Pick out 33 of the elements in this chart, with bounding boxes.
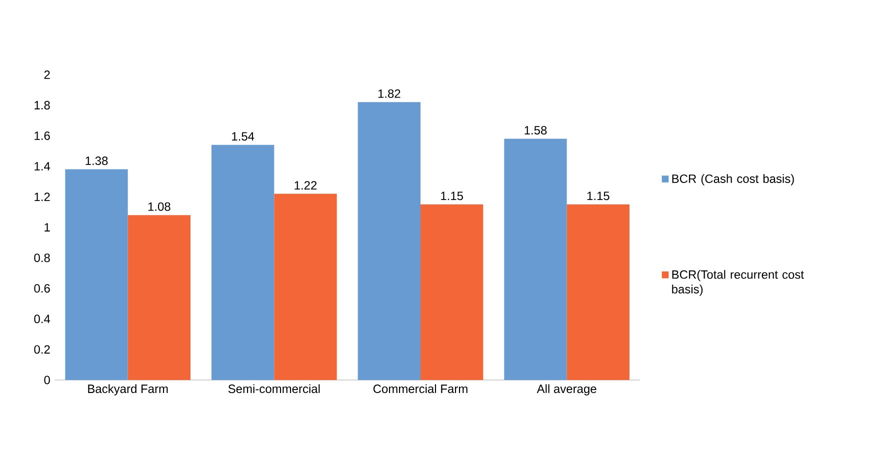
bar <box>504 138 567 380</box>
y-tick-label: 0.4 <box>34 314 50 324</box>
bar <box>65 169 128 380</box>
y-tick-label: 0.6 <box>34 284 50 293</box>
legend-label: BCR(Total recurrent cost basis) <box>672 270 804 296</box>
data-label: 1.82 <box>378 89 400 98</box>
data-label: 1.15 <box>587 192 610 200</box>
y-tick-label: 1.4 <box>34 162 50 170</box>
data-label: 1.22 <box>294 181 317 190</box>
bar <box>274 194 337 380</box>
x-tick-label: Commercial Farm <box>373 384 468 394</box>
y-tick-label: 0.8 <box>34 254 50 262</box>
bar <box>420 204 484 380</box>
data-label: 1.15 <box>441 192 463 200</box>
data-label: 1.08 <box>148 202 170 211</box>
y-tick-label: 2 <box>44 70 50 79</box>
data-label: 1.54 <box>232 132 254 141</box>
y-tick-label: 0 <box>44 376 50 384</box>
data-label: 1.38 <box>86 156 108 166</box>
bar <box>128 215 191 380</box>
bar <box>566 204 630 380</box>
bar <box>212 144 274 380</box>
y-tick-label: 1 <box>44 223 50 232</box>
y-tick-label: 0.2 <box>34 345 50 354</box>
y-tick-label: 1.2 <box>34 192 50 201</box>
y-tick-label: 1.6 <box>34 131 50 140</box>
x-tick-label: Semi-commercial <box>228 384 320 394</box>
x-tick-label: Backyard Farm <box>88 384 168 396</box>
legend-label: BCR (Cash cost basis) <box>672 174 794 186</box>
y-tick-label: 1.8 <box>34 100 50 110</box>
bar <box>358 102 420 380</box>
data-label: 1.58 <box>524 126 547 135</box>
x-tick-label: All average <box>536 384 596 396</box>
